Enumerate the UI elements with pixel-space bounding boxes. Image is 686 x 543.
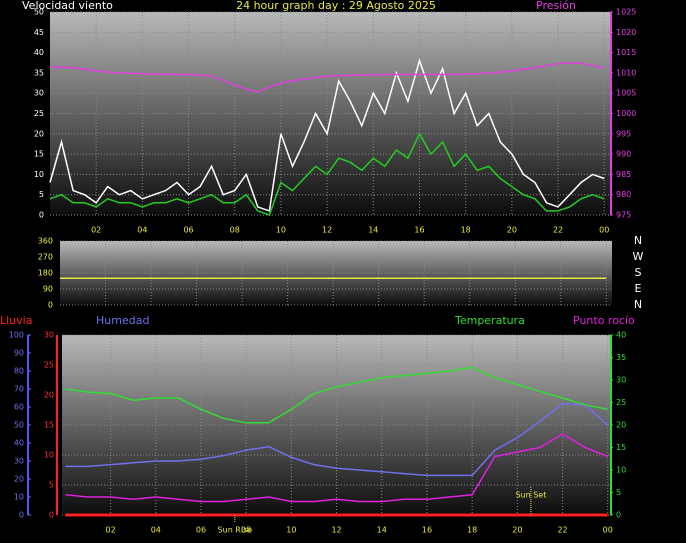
y-tick-label: 40 [14,439,24,448]
y-tick-label: N [634,298,642,311]
y-tick-label: 5 [616,488,621,497]
x-tick-label: 06 [196,526,206,535]
y-tick-label: 20 [14,475,24,484]
x-tick-label: 00 [603,526,613,535]
x-tick-label: 08 [241,526,251,535]
y-tick-label: 30 [34,89,44,98]
series-line [49,132,605,216]
y-tick-label: 25 [44,361,54,370]
y-tick-label: 0 [39,211,44,220]
y-tick-label: 180 [38,269,53,278]
y-tick-label: 90 [43,285,53,294]
x-tick-label: 02 [105,526,115,535]
y-tick-label: 5 [39,190,44,199]
y-tick-label: 30 [44,331,54,340]
x-tick-label: 22 [557,526,567,535]
y-axis-title: Velocidad viento [22,0,113,12]
x-tick-label: 18 [461,226,471,235]
y-tick-label: 995 [616,129,631,138]
x-tick-label: 06 [183,226,193,235]
y-tick-label: 0 [49,511,54,520]
y-tick-label: 80 [14,367,24,376]
y-tick-label: 30 [616,376,626,385]
y-tick-label: 5 [49,481,54,490]
annotation: Sun Set [515,491,546,500]
chart-title: 24 hour graph day : 29 Agosto 2025 [236,0,436,12]
y-tick-label: 30 [14,457,24,466]
annotation: Sun Rise [218,526,253,535]
legend-label: Punto rocío [573,314,635,327]
y-tick-label: W [633,250,644,263]
x-tick-label: 10 [286,526,296,535]
x-tick-label: 10 [276,226,286,235]
y-tick-label: 0 [19,511,24,520]
legend-label: Humedad [96,314,149,327]
y-tick-label: 0 [616,511,621,520]
x-tick-label: 02 [91,226,101,235]
y-tick-label: 60 [14,403,24,412]
x-tick-label: 04 [137,226,147,235]
series-line [49,62,605,93]
y-tick-label: 1015 [616,48,636,57]
legend-label: Temperatura [454,314,525,327]
y-tick-label: 1000 [616,109,636,118]
y-tick-label: 360 [38,237,53,246]
y-tick-label: 975 [616,211,631,220]
y-tick-label: 15 [616,443,626,452]
y-tick-label: 45 [34,28,44,37]
x-tick-label: 04 [151,526,161,535]
x-tick-label: 14 [377,526,387,535]
y-tick-label: 25 [34,109,44,118]
y-tick-label: N [634,234,642,247]
y-tick-label: 35 [34,68,44,77]
y-tick-label: 1005 [616,89,636,98]
legend-label: Lluvia [0,314,32,327]
y-tick-label: 10 [14,493,24,502]
y-tick-label: 270 [38,253,53,262]
y-tick-label: 40 [34,48,44,57]
x-tick-label: 18 [467,526,477,535]
x-tick-label: 12 [331,526,341,535]
series-line [65,402,609,477]
series-line [65,433,608,503]
x-tick-label: 22 [553,226,563,235]
y-tick-label: 50 [34,8,44,17]
y-tick-label: S [635,266,642,279]
y-tick-label: 980 [616,190,631,199]
x-tick-label: 12 [322,226,332,235]
y-tick-label: 20 [616,421,626,430]
y-tick-label: 20 [44,391,54,400]
y-tick-label: 1025 [616,8,636,17]
series-line [49,58,605,212]
x-tick-label: 14 [368,226,378,235]
y-tick-label: 10 [44,451,54,460]
y-tick-label: 1010 [616,68,636,77]
y-tick-label: 25 [616,398,626,407]
y-tick-label: 15 [44,421,54,430]
y-tick-label: 15 [34,150,44,159]
x-tick-label: 08 [230,226,240,235]
y-tick-label: 990 [616,150,631,159]
x-tick-label: 20 [512,526,522,535]
y-tick-label: 10 [34,170,44,179]
y-tick-label: 70 [14,385,24,394]
x-tick-label: 00 [599,226,609,235]
y-tick-label: 50 [14,421,24,430]
x-tick-label: 16 [414,226,424,235]
y-tick-label: 100 [9,331,24,340]
y-tick-label: 40 [616,331,626,340]
x-tick-label: 20 [507,226,517,235]
y-tick-label: 1020 [616,28,636,37]
y-tick-label: 90 [14,349,24,358]
y-tick-label: 10 [616,466,626,475]
x-tick-label: 16 [422,526,432,535]
y-tick-label: 20 [34,129,44,138]
y-tick-label: 35 [616,353,626,362]
series-line [65,366,608,424]
y-tick-label: E [635,282,642,295]
y-tick-label: 985 [616,170,631,179]
y-tick-label: 0 [48,301,53,310]
y2-axis-title: Presión [536,0,576,12]
